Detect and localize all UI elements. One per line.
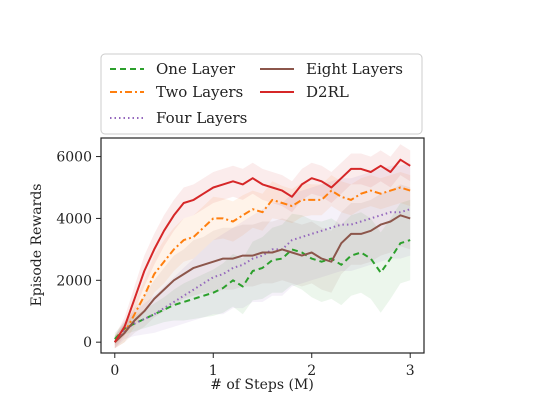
x-tick-label: 3: [406, 363, 415, 379]
band-two-layers: [114, 172, 411, 349]
legend-label-four-layers: Four Layers: [156, 109, 247, 127]
legend-label-one-layer: One Layer: [156, 60, 236, 78]
confidence-bands: [114, 144, 411, 349]
series-line-eight-layers: [114, 214, 411, 343]
series-lines: [113, 158, 411, 343]
x-tick-label: 2: [307, 363, 316, 379]
y-axis-ticks: 0 2000 4000 6000: [56, 150, 101, 351]
y-axis-label: Episode Rewards: [29, 184, 45, 307]
plot-area-frame: [100, 137, 425, 354]
y-tick-label: 2000: [56, 273, 92, 289]
x-tick-label: 0: [110, 363, 119, 379]
legend-label-d2rl: D2RL: [306, 83, 349, 101]
legend-label-two-layers: Two Layers: [156, 83, 243, 101]
y-tick-label: 4000: [56, 211, 92, 227]
band-four-layers: [114, 162, 411, 349]
y-tick-label: 0: [83, 335, 92, 351]
series-line-four-layers: [114, 208, 411, 343]
series-line-two-layers: [114, 186, 411, 343]
legend-label-eight-layers: Eight Layers: [306, 60, 403, 78]
band-d2rl: [114, 144, 411, 349]
y-tick-label: 6000: [56, 150, 92, 166]
x-tick-label: 1: [209, 363, 218, 379]
legend: One Layer Two Layers Four Layers Eight Laye…: [100, 53, 423, 135]
band-eight-layers: [114, 184, 411, 349]
legend-frame: [100, 53, 423, 135]
x-axis-ticks: 0 1 2 3: [110, 353, 415, 379]
band-one-layer: [114, 199, 411, 346]
series-line-one-layer: [114, 239, 411, 340]
x-axis-label: # of Steps (M): [210, 377, 314, 393]
series-line-d2rl: [113, 158, 411, 343]
